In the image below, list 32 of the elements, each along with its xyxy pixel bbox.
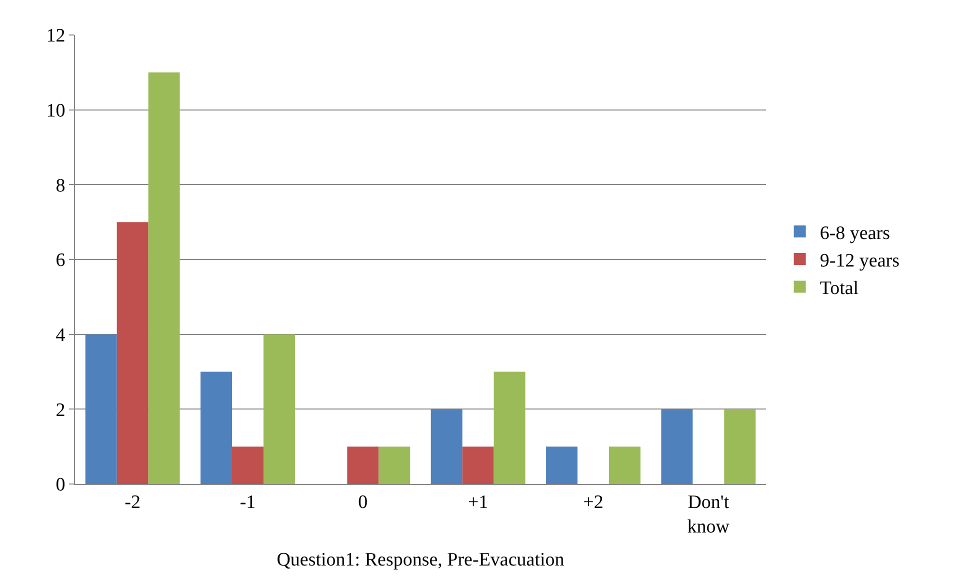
bar xyxy=(608,446,640,484)
bar xyxy=(430,409,462,484)
legend-label: 6-8 years xyxy=(820,222,890,244)
legend-label: 9-12 years xyxy=(820,250,900,272)
bar xyxy=(116,222,148,484)
bar xyxy=(85,334,117,484)
y-tick-label: 12 xyxy=(46,26,66,47)
y-tick-label: 4 xyxy=(56,324,66,346)
y-tick-label: 2 xyxy=(56,400,66,421)
x-tick-label: -1 xyxy=(240,492,256,513)
x-tick-label: 0 xyxy=(358,492,368,513)
bar xyxy=(494,372,526,484)
bar xyxy=(263,334,295,484)
x-tick-label: +1 xyxy=(468,492,488,513)
x-axis-title: Question1: Response, Pre-Evacuation xyxy=(276,549,565,570)
bar xyxy=(724,409,756,484)
x-tick-label: +2 xyxy=(583,492,604,513)
legend-label: Total xyxy=(820,278,859,300)
bar xyxy=(347,446,379,484)
x-tick-label: Don't know xyxy=(687,492,730,538)
y-tick-label: 8 xyxy=(56,175,66,196)
bar xyxy=(200,372,232,484)
bar xyxy=(546,446,578,484)
bar xyxy=(462,446,494,484)
bar xyxy=(232,446,264,484)
y-tick-label: 0 xyxy=(56,474,66,496)
y-tick-label: 6 xyxy=(56,250,66,272)
bar xyxy=(661,409,693,484)
bar xyxy=(378,446,410,484)
y-tick-label: 10 xyxy=(46,100,66,122)
bar xyxy=(148,72,180,484)
x-tick-label: -2 xyxy=(124,492,140,513)
